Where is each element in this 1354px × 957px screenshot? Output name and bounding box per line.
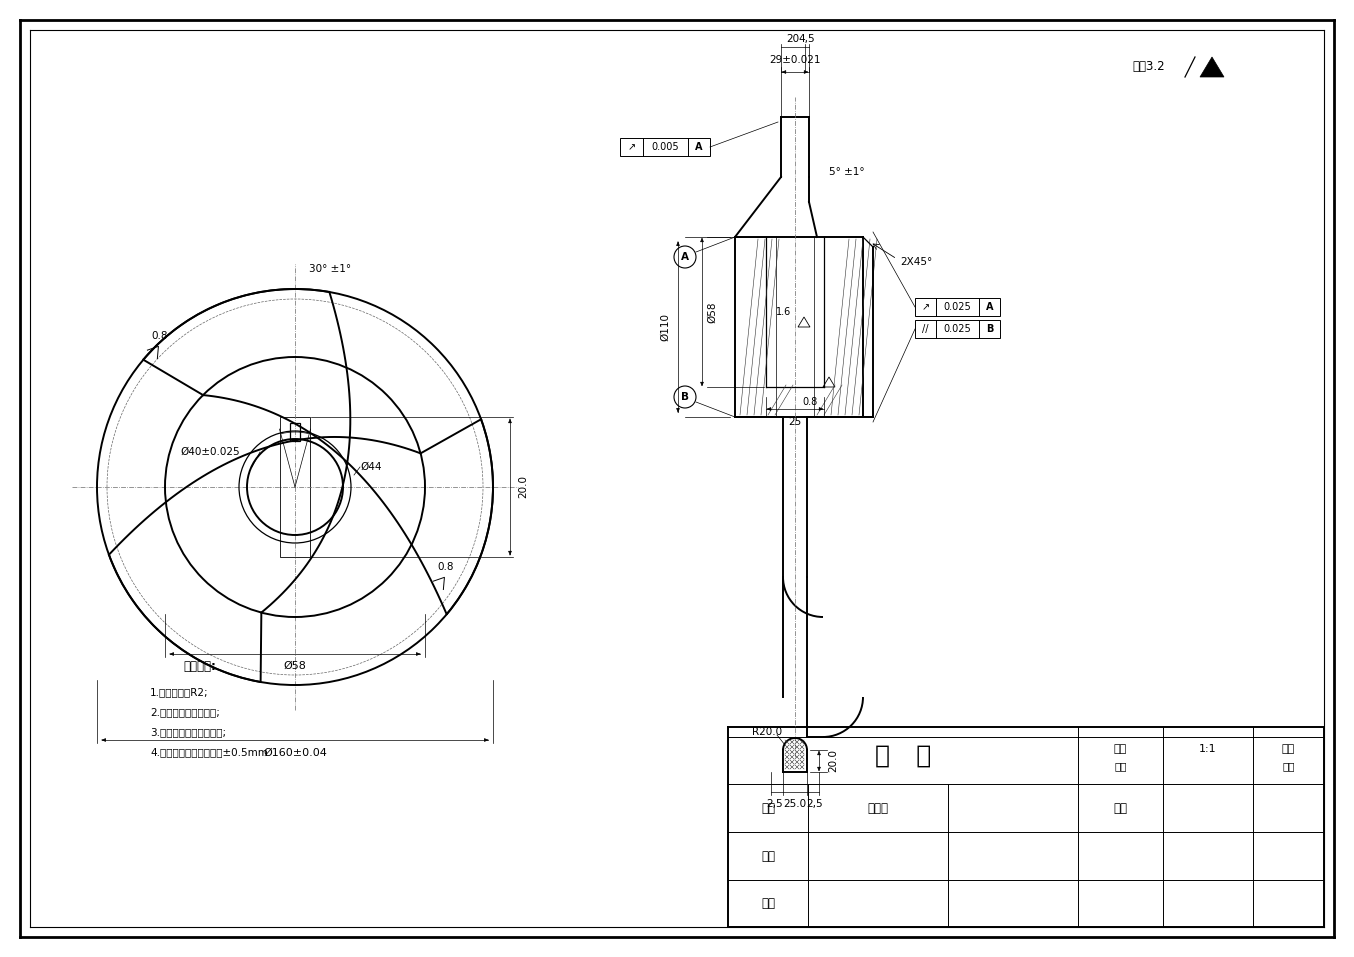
Text: 审核: 审核 bbox=[761, 897, 774, 910]
Text: 25.0: 25.0 bbox=[784, 799, 807, 809]
Bar bbox=[290, 423, 301, 441]
Text: R20.0: R20.0 bbox=[751, 727, 783, 737]
Text: 2X45°: 2X45° bbox=[900, 257, 933, 267]
Text: 5° ±1°: 5° ±1° bbox=[829, 167, 865, 177]
Text: 0.005: 0.005 bbox=[651, 142, 678, 152]
Text: 制图: 制图 bbox=[761, 802, 774, 814]
Text: Ø40±0.025: Ø40±0.025 bbox=[180, 447, 240, 457]
Text: 0.8: 0.8 bbox=[437, 562, 454, 572]
Text: 2,5: 2,5 bbox=[807, 799, 823, 809]
Text: ↗: ↗ bbox=[627, 142, 635, 152]
Bar bbox=[620, 138, 709, 156]
Text: 3.铸件不得有沙眼，裂纹;: 3.铸件不得有沙眼，裂纹; bbox=[150, 727, 226, 737]
Text: Ø44: Ø44 bbox=[360, 462, 382, 472]
Text: 0.8: 0.8 bbox=[152, 331, 168, 341]
Text: Ø160±0.04: Ø160±0.04 bbox=[263, 748, 326, 758]
Text: 1.6: 1.6 bbox=[776, 307, 792, 317]
Text: 20.0: 20.0 bbox=[829, 749, 838, 772]
Text: A: A bbox=[681, 252, 689, 262]
Text: Ø58: Ø58 bbox=[283, 661, 306, 671]
Text: 描图: 描图 bbox=[761, 850, 774, 862]
Text: 0.025: 0.025 bbox=[944, 302, 971, 312]
Text: 2.不加工的表面平唇涂;: 2.不加工的表面平唇涂; bbox=[150, 707, 219, 717]
Text: 重量: 重量 bbox=[1113, 802, 1128, 814]
Text: 25: 25 bbox=[788, 417, 802, 427]
Text: ↗: ↗ bbox=[922, 302, 930, 312]
Text: //: // bbox=[922, 324, 929, 334]
Text: 4.未注长度尺寸允许偏差±0.5mm: 4.未注长度尺寸允许偏差±0.5mm bbox=[150, 747, 268, 757]
Text: 29±0.021: 29±0.021 bbox=[769, 55, 821, 65]
Text: 20.0: 20.0 bbox=[519, 476, 528, 499]
Bar bbox=[915, 298, 1001, 316]
Text: 0.025: 0.025 bbox=[944, 324, 971, 334]
Text: A: A bbox=[695, 142, 703, 152]
Text: 餓   刀: 餓 刀 bbox=[875, 744, 932, 768]
Text: 2,5: 2,5 bbox=[766, 799, 784, 809]
Text: 件数: 件数 bbox=[1114, 761, 1127, 771]
Text: 1:1: 1:1 bbox=[1200, 744, 1217, 754]
Text: A: A bbox=[986, 302, 992, 312]
Text: 1.未注圆角为R2;: 1.未注圆角为R2; bbox=[150, 687, 209, 697]
Text: 0.8: 0.8 bbox=[803, 397, 818, 407]
Text: 20: 20 bbox=[787, 34, 800, 44]
Text: 材料: 材料 bbox=[1282, 744, 1296, 754]
Polygon shape bbox=[1200, 57, 1224, 77]
Bar bbox=[915, 320, 1001, 338]
Text: B: B bbox=[681, 392, 689, 402]
Text: 重量: 重量 bbox=[1282, 761, 1294, 771]
Text: 30° ±1°: 30° ±1° bbox=[309, 264, 351, 274]
Text: 技术要求:: 技术要求: bbox=[184, 660, 217, 674]
Bar bbox=[280, 417, 310, 557]
Text: 李佰军: 李佰军 bbox=[868, 802, 888, 814]
Text: 其侙3.2: 其侙3.2 bbox=[1132, 60, 1164, 74]
Text: Ø110: Ø110 bbox=[659, 313, 670, 341]
Text: 比例: 比例 bbox=[1114, 744, 1127, 754]
Text: 4,5: 4,5 bbox=[799, 34, 815, 44]
Text: Ø58: Ø58 bbox=[707, 301, 718, 323]
Text: B: B bbox=[986, 324, 992, 334]
